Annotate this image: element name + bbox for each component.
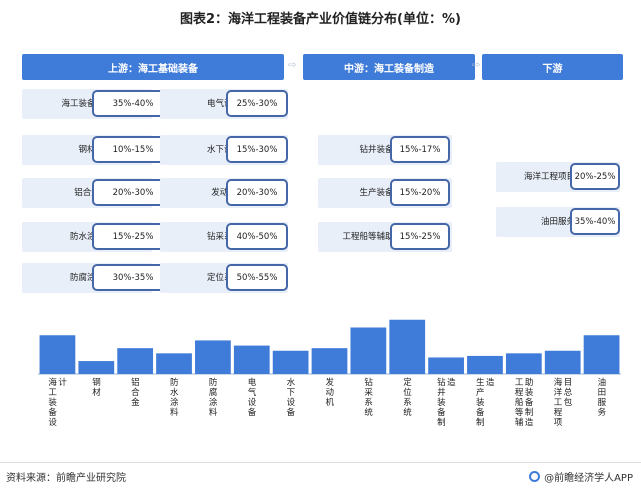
page-title: 图表2：海洋工程装备产业价值链分布(单位：%)	[180, 12, 461, 27]
chain-item: 铝合金 20%-30%	[22, 178, 174, 208]
chain-item: 防水涂料 15%-25%	[22, 222, 174, 252]
bar	[544, 350, 581, 374]
x-tick-label: 铝合金	[131, 377, 140, 408]
bar	[311, 348, 348, 374]
x-tick-label: 发动机	[326, 377, 335, 408]
x-tick-label: 钻采系统	[364, 377, 373, 418]
chain-item: 海工装备设计 35%-40%	[22, 89, 174, 119]
bar	[117, 348, 154, 374]
bar	[583, 335, 620, 374]
x-tick-label: 钻井装备制造	[437, 377, 456, 428]
bar	[78, 361, 115, 374]
x-tick-label: 生产装备制造	[476, 377, 495, 428]
chain-item-range: 20%-25%	[570, 163, 620, 190]
bar	[467, 355, 503, 374]
x-tick-label: 海洋工程项目总包	[554, 377, 573, 428]
chain-item: 防腐涂料 30%-35%	[22, 263, 174, 293]
chain-item: 水下设备 15%-30%	[160, 135, 288, 165]
bar	[195, 340, 231, 374]
x-tick-label: 油田服务	[598, 377, 607, 418]
arrow-icon: ⇨	[288, 60, 297, 71]
chain-item-range: 15%-25%	[390, 223, 450, 250]
x-tick-label: 防腐涂料	[209, 377, 218, 418]
bar	[428, 357, 464, 374]
arrow-icon: ⇨	[472, 60, 481, 71]
chain-item: 钻采系统 40%-50%	[160, 222, 288, 252]
source-note: 资料来源：前瞻产业研究院	[6, 473, 126, 484]
x-tick-label: 防水涂料	[170, 377, 179, 418]
bar	[389, 319, 426, 374]
chain-item: 电气设备 25%-30%	[160, 89, 288, 119]
bar	[350, 327, 387, 374]
bar	[505, 353, 542, 374]
bar	[39, 335, 76, 374]
divider	[0, 462, 641, 463]
chain-item: 生产装备制造 15%-20%	[318, 178, 452, 208]
chain-item: 钢材 10%-15%	[22, 135, 174, 165]
x-tick-label: 电气设备	[248, 377, 257, 418]
chain-item-range: 40%-50%	[226, 223, 288, 250]
chain-item-range: 50%-55%	[226, 264, 288, 291]
midstream-header: 中游：海工装备制造	[303, 54, 475, 80]
x-tick-label: 定位系统	[403, 377, 412, 418]
chain-item: 发动机 20%-30%	[160, 178, 288, 208]
chain-item-range: 25%-30%	[226, 90, 288, 117]
chain-item-range: 15%-17%	[390, 136, 450, 163]
chain-item: 定位系统 50%-55%	[160, 263, 288, 293]
bar	[233, 345, 270, 374]
x-tick-label: 海工装备设计	[48, 377, 67, 428]
brand-mark: @前瞻经济学人APP	[529, 469, 633, 484]
chain-item: 海洋工程项目总包 20%-25%	[496, 162, 620, 192]
upstream-header: 上游：海工基础装备	[22, 54, 284, 80]
downstream-header: 下游	[482, 54, 623, 80]
bar	[156, 353, 192, 374]
chain-item-range: 15%-30%	[226, 136, 288, 163]
chain-item-range: 20%-30%	[226, 179, 288, 206]
x-tick-label: 水下设备	[287, 377, 296, 418]
chain-item-range: 15%-20%	[390, 179, 450, 206]
x-tick-label: 钢材	[92, 377, 101, 398]
share-bar-chart: 海工装备设计 钢材 铝合金 防水涂料 防腐涂料 电气设备 水下设备 发动机 钻采系统 定位系统 钻井…	[38, 319, 621, 428]
chain-item: 工程船等辅助装备制造 15%-25%	[318, 222, 452, 252]
chain-item: 钻井装备制造 15%-17%	[318, 135, 452, 165]
brand-logo-icon	[529, 471, 541, 482]
chain-item: 油田服务 35%-40%	[496, 207, 620, 237]
bar	[272, 350, 309, 374]
chain-item-range: 35%-40%	[570, 208, 620, 235]
brand-text: @前瞻经济学人APP	[544, 473, 633, 484]
x-tick-label: 工程船等辅助装备制造	[515, 377, 534, 428]
